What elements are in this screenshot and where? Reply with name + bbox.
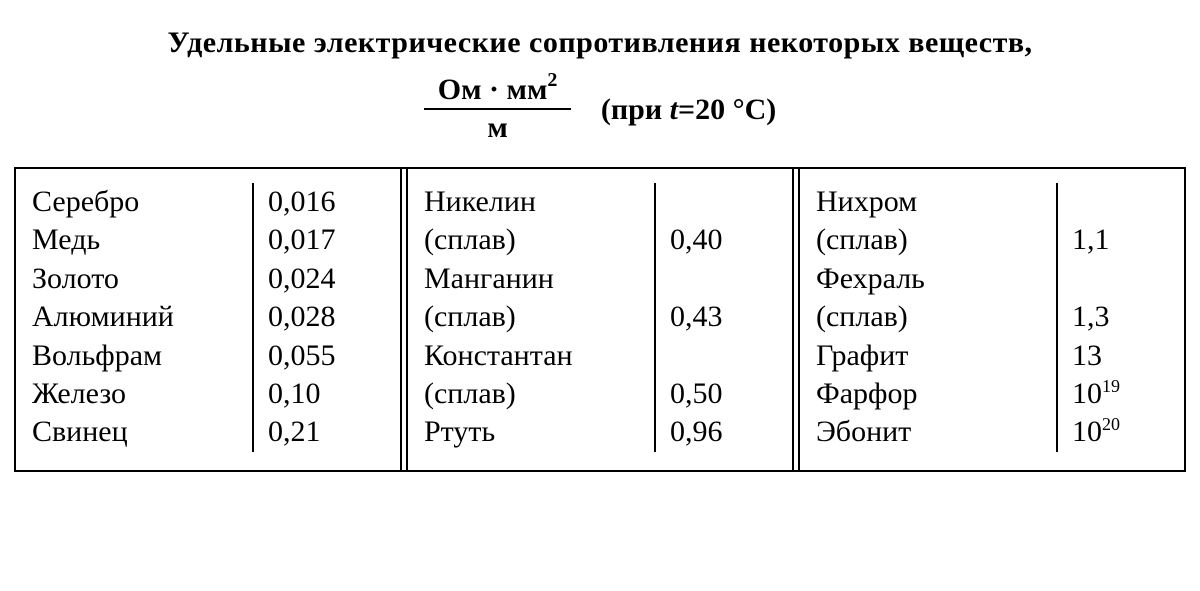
resistivity-table: Серебро Медь Золото Алюминий Вольфрам Же…	[14, 167, 1186, 472]
material-name: Железо	[32, 375, 238, 413]
material-name: Вольфрам	[32, 337, 238, 375]
resistivity-value: .	[1072, 183, 1172, 221]
resistivity-value: 0,055	[268, 337, 388, 375]
col-group-3: Нихром (сплав) Фехраль (сплав) Графит Фа…	[800, 169, 1184, 470]
resistivity-value: 0,10	[268, 375, 388, 413]
resistivity-value: 1020	[1072, 413, 1172, 451]
resistivity-value: 0,016	[268, 183, 388, 221]
material-name: Никелин	[424, 183, 640, 221]
cond-open: (при	[601, 93, 670, 126]
values-col-2: . 0,40 . 0,43 . 0,50 0,96	[656, 183, 792, 452]
names-col-1: Серебро Медь Золото Алюминий Вольфрам Же…	[16, 183, 254, 452]
unit-num-sup: 2	[547, 69, 557, 91]
material-name: Свинец	[32, 413, 238, 451]
resistivity-value: .	[670, 260, 780, 298]
material-name: (сплав)	[816, 221, 1042, 259]
page: { "title": "Удельные электрические сопро…	[0, 0, 1200, 472]
resistivity-value: 0,40	[670, 221, 780, 259]
material-name: Графит	[816, 337, 1042, 375]
resistivity-value: .	[1072, 260, 1172, 298]
material-name: Алюминий	[32, 298, 238, 336]
resistivity-value: 0,96	[670, 413, 780, 451]
material-name: Манганин	[424, 260, 640, 298]
exp-value: 19	[1102, 376, 1120, 396]
material-name: (сплав)	[816, 298, 1042, 336]
resistivity-value: 1,1	[1072, 221, 1172, 259]
resistivity-value: 0,43	[670, 298, 780, 336]
resistivity-value: 1,3	[1072, 298, 1172, 336]
resistivity-value: 0,50	[670, 375, 780, 413]
exp-value: 20	[1102, 414, 1120, 434]
names-col-2: Никелин (сплав) Манганин (сплав) Констан…	[408, 183, 656, 452]
cond-rest: =20 °C)	[678, 93, 776, 126]
condition-text: (при t=20 °C)	[601, 93, 776, 127]
material-name: Золото	[32, 260, 238, 298]
page-title: Удельные электрические сопротивления нек…	[14, 26, 1186, 60]
material-name: (сплав)	[424, 375, 640, 413]
col-group-1: Серебро Медь Золото Алюминий Вольфрам Же…	[16, 169, 400, 470]
values-col-1: 0,016 0,017 0,024 0,028 0,055 0,10 0,21	[254, 183, 400, 452]
values-col-3: . 1,1 . 1,3 13 1019 1020	[1058, 183, 1184, 452]
unit-line: Ом · мм2 м (при t=20 °C)	[14, 74, 1186, 145]
resistivity-value: .	[670, 337, 780, 375]
resistivity-value: 13	[1072, 337, 1172, 375]
material-name: Медь	[32, 221, 238, 259]
unit-denominator: м	[424, 110, 572, 144]
resistivity-value: 0,017	[268, 221, 388, 259]
exp-base: 10	[1072, 377, 1102, 410]
material-name: (сплав)	[424, 298, 640, 336]
material-name: Нихром	[816, 183, 1042, 221]
cond-var: t	[670, 93, 678, 126]
resistivity-value: 0,024	[268, 260, 388, 298]
exp-base: 10	[1072, 415, 1102, 448]
material-name: Ртуть	[424, 413, 640, 451]
resistivity-value: .	[670, 183, 780, 221]
col-group-2: Никелин (сплав) Манганин (сплав) Констан…	[408, 169, 792, 470]
resistivity-value: 0,028	[268, 298, 388, 336]
unit-num-text: Ом · мм	[438, 73, 548, 106]
material-name: Серебро	[32, 183, 238, 221]
names-col-3: Нихром (сплав) Фехраль (сплав) Графит Фа…	[800, 183, 1058, 452]
unit-numerator: Ом · мм2	[424, 72, 572, 110]
material-name: Константан	[424, 337, 640, 375]
unit-fraction: Ом · мм2 м	[424, 72, 572, 143]
material-name: Эбонит	[816, 413, 1042, 451]
resistivity-value: 0,21	[268, 413, 388, 451]
material-name: Фехраль	[816, 260, 1042, 298]
resistivity-value: 1019	[1072, 375, 1172, 413]
material-name: Фарфор	[816, 375, 1042, 413]
material-name: (сплав)	[424, 221, 640, 259]
